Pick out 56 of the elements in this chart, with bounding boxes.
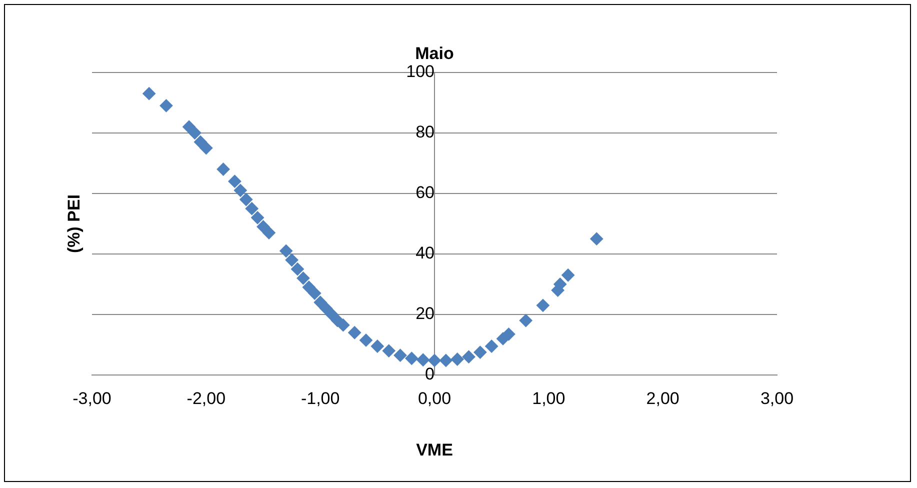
point xyxy=(462,350,476,364)
x-tick-label: -2,00 xyxy=(186,388,226,408)
point xyxy=(296,272,310,285)
point xyxy=(474,346,487,359)
x-tick-label: 2,00 xyxy=(646,388,680,408)
point xyxy=(308,286,322,300)
point xyxy=(228,174,242,188)
x-tick-label: -1,00 xyxy=(300,388,340,408)
point xyxy=(370,340,384,353)
point xyxy=(291,262,304,276)
point xyxy=(485,340,498,353)
point xyxy=(590,232,604,246)
point xyxy=(382,344,396,358)
point xyxy=(188,126,202,140)
y-axis-title: (%) PEI xyxy=(64,194,84,253)
point xyxy=(262,226,276,240)
y-tick-label: 20 xyxy=(416,304,434,324)
y-tick-label: 40 xyxy=(416,244,434,263)
point xyxy=(251,211,264,224)
point xyxy=(416,353,430,366)
y-tick-label: 60 xyxy=(416,183,434,202)
point xyxy=(200,142,213,155)
point xyxy=(320,302,333,315)
point xyxy=(502,328,516,341)
point xyxy=(536,298,550,312)
x-tick-label: 1,00 xyxy=(532,388,566,408)
point xyxy=(256,220,270,234)
y-tick-label: 80 xyxy=(416,122,434,142)
point xyxy=(216,162,230,176)
point xyxy=(160,99,173,112)
y-tick-label: 0 xyxy=(425,364,434,384)
x-tick-label: -3,00 xyxy=(72,388,112,408)
point xyxy=(194,136,207,148)
point xyxy=(450,352,464,366)
point xyxy=(428,354,441,367)
point xyxy=(562,268,575,282)
point xyxy=(142,87,156,100)
y-tick-label: 100 xyxy=(406,62,434,82)
point xyxy=(348,326,362,340)
point xyxy=(245,202,258,216)
x-tick-label: 0,00 xyxy=(418,388,452,408)
point xyxy=(394,348,407,362)
point xyxy=(240,192,253,206)
point xyxy=(302,280,316,294)
chart-title: Maio xyxy=(415,44,454,63)
x-axis-title: VME xyxy=(416,440,453,460)
point xyxy=(336,318,350,332)
point xyxy=(314,296,327,309)
point xyxy=(360,334,372,347)
point xyxy=(234,184,247,197)
point xyxy=(519,314,532,328)
point xyxy=(285,254,298,267)
point xyxy=(405,352,418,365)
point xyxy=(439,354,452,367)
point xyxy=(280,244,293,258)
x-tick-label: 3,00 xyxy=(760,388,794,408)
